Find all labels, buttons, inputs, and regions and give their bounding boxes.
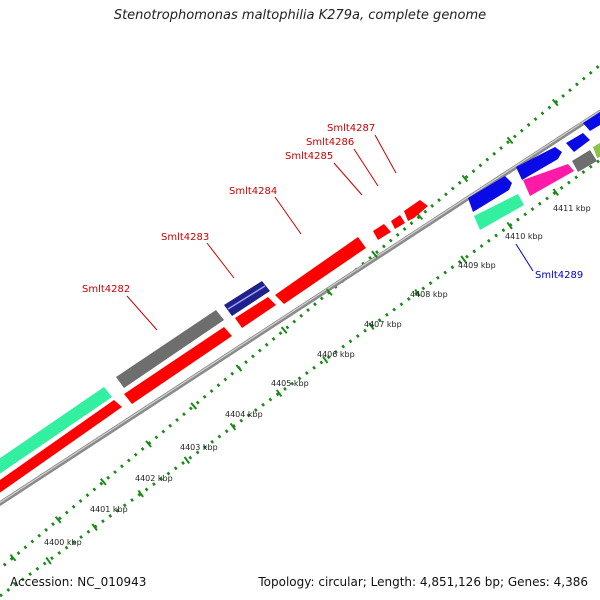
ring-tick xyxy=(229,422,237,431)
ring-tick xyxy=(183,456,191,465)
gene-red-4286 xyxy=(391,215,405,229)
gene-blue-4 xyxy=(583,112,600,131)
gene-red-4284 xyxy=(275,237,366,304)
gene-label-smlt4289: Smlt4289 xyxy=(535,270,583,281)
ring-tick xyxy=(414,288,421,297)
tick-label: 4402 kbp xyxy=(135,474,173,483)
gene-red-small-4283b xyxy=(235,297,276,328)
tick-label: 4400 kbp xyxy=(44,538,82,547)
gene-mint-long xyxy=(0,387,112,474)
gene-label-smlt4286: Smlt4286 xyxy=(306,137,354,148)
gene-label-leaders xyxy=(126,134,534,331)
ring-tick xyxy=(280,326,288,334)
tick-label: 4407 kbp xyxy=(364,320,402,329)
ring-tick xyxy=(190,402,198,410)
leader-line xyxy=(333,162,363,196)
ring-tick xyxy=(368,322,375,331)
gene-magenta xyxy=(523,164,574,196)
tick-label: 4406 kbp xyxy=(317,350,355,359)
axis-tick-labels: 4400 kbp 4401 kbp 4402 kbp 4403 kbp 4404… xyxy=(44,204,591,547)
tick-label: 4401 kbp xyxy=(90,505,128,514)
leader-line xyxy=(206,242,235,279)
gene-labels: Smlt4282 Smlt4283 Smlt4284 Smlt4285 Smlt… xyxy=(82,123,583,295)
leader-line xyxy=(515,243,534,272)
tick-label: 4404 kbp xyxy=(225,410,263,419)
outer-dotted-ring xyxy=(0,63,600,571)
leader-line xyxy=(126,295,158,331)
ring-tick xyxy=(9,554,17,562)
gene-blue-1 xyxy=(468,176,512,212)
gene-label-smlt4283: Smlt4283 xyxy=(161,232,209,243)
gene-navy-4283-shine xyxy=(227,285,266,310)
inner-tick-marks xyxy=(45,188,559,565)
genome-backbone xyxy=(0,109,600,507)
ring-tick xyxy=(54,516,62,524)
gene-red-long-lower xyxy=(0,400,122,493)
genome-summary-text: Topology: circular; Length: 4,851,126 bp… xyxy=(258,575,588,589)
tick-label: 4405 kbp xyxy=(271,379,309,388)
ring-tick xyxy=(235,364,243,372)
ring-tick xyxy=(145,440,152,448)
ring-tick xyxy=(506,136,514,145)
tick-label: 4411 kbp xyxy=(553,204,591,213)
ring-tick xyxy=(552,188,559,196)
ring-tick xyxy=(551,98,559,107)
gene-label-smlt4282: Smlt4282 xyxy=(82,284,130,295)
inner-dotted-ring xyxy=(0,158,600,598)
gene-label-smlt4285: Smlt4285 xyxy=(285,151,333,162)
leader-line xyxy=(353,148,379,187)
ring-tick xyxy=(506,221,513,230)
tick-label: 4410 kbp xyxy=(505,232,543,241)
ring-tick xyxy=(325,288,333,296)
ring-tick xyxy=(460,255,467,263)
ring-tick xyxy=(91,523,98,532)
outer-tick-marks xyxy=(9,98,559,562)
ring-tick xyxy=(100,478,107,486)
gene-blue-2 xyxy=(516,147,562,180)
gene-label-smlt4284: Smlt4284 xyxy=(229,186,277,197)
gene-red-long-2 xyxy=(124,327,232,404)
genome-backbone-highlight xyxy=(0,110,600,504)
gene-red-4285 xyxy=(373,224,391,240)
tick-label: 4403 kbp xyxy=(180,443,218,452)
gene-olive-right xyxy=(593,143,600,158)
ring-tick xyxy=(45,556,52,565)
ring-tick xyxy=(137,489,144,498)
leader-line xyxy=(374,134,397,174)
tick-label: 4409 kbp xyxy=(458,261,496,270)
gene-gray-right xyxy=(572,150,597,172)
gene-label-smlt4287: Smlt4287 xyxy=(327,123,375,134)
gene-red-4287 xyxy=(404,200,428,221)
ring-tick xyxy=(461,174,469,183)
ring-tick xyxy=(371,250,378,258)
gene-gray-long xyxy=(116,310,224,388)
leader-line xyxy=(274,196,302,235)
ring-tick xyxy=(275,389,283,398)
ring-tick xyxy=(322,355,329,364)
gene-mint-4289 xyxy=(474,194,524,230)
gene-blue-3 xyxy=(566,133,590,152)
accession-text: Accession: NC_010943 xyxy=(10,575,147,589)
tick-label: 4408 kbp xyxy=(410,290,448,299)
map-title: Stenotrophomonas maltophilia K279a, comp… xyxy=(113,8,487,23)
